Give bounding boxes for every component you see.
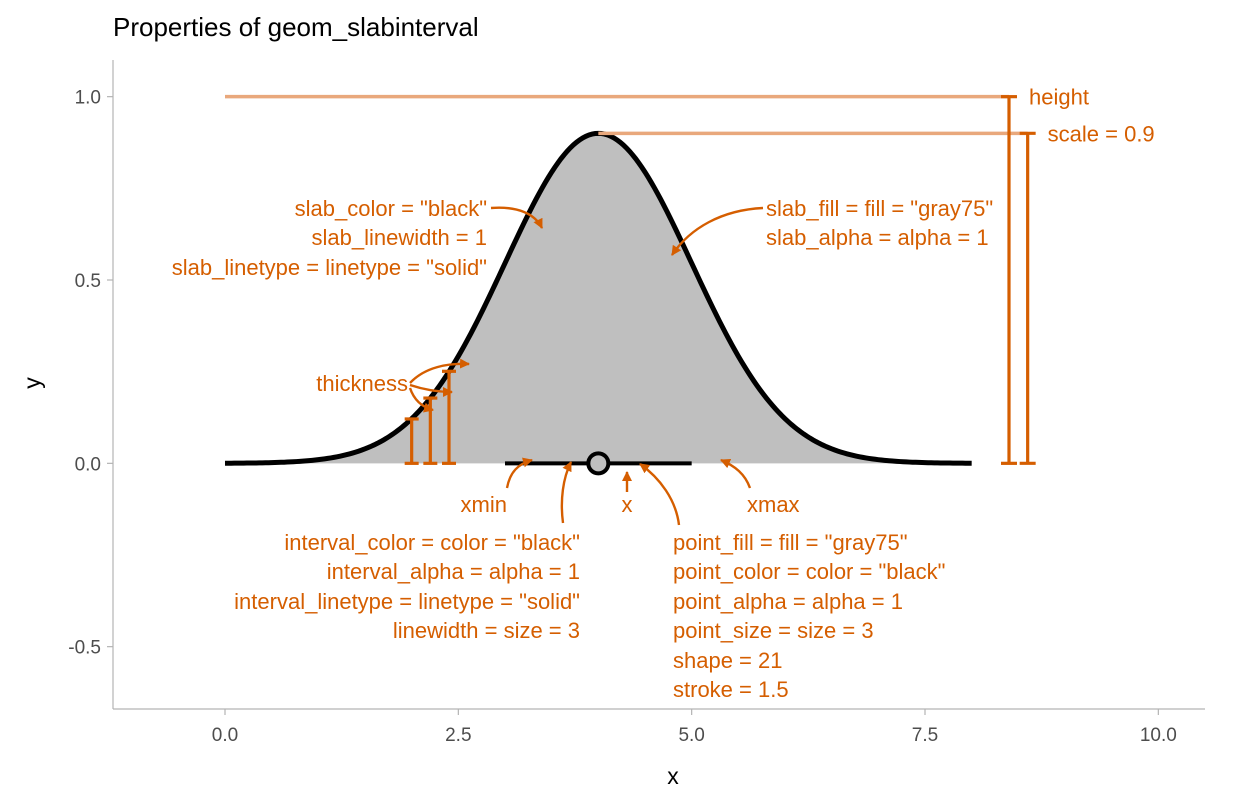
annotation-interval-alpha: interval_alpha = alpha = 1 (327, 559, 580, 584)
slab-outline (224, 130, 972, 466)
arrow-slab-color (490, 206, 544, 229)
annotation-xmax: xmax (747, 492, 800, 517)
arrow-point (639, 463, 681, 526)
annotation-linewidth: linewidth = size = 3 (393, 618, 580, 643)
annotation-scale: scale = 0.9 (1048, 121, 1155, 146)
thickness-bar (442, 369, 456, 465)
chart-title: Properties of geom_slabinterval (113, 12, 479, 42)
height-bracket (1001, 95, 1017, 465)
annotation-point-size: point_size = size = 3 (673, 618, 874, 643)
x-tick-label: 5.0 (678, 725, 704, 746)
annotation-slab-color: slab_color = "black" (295, 196, 487, 221)
x-tick-label: 0.0 (212, 725, 238, 746)
annotation-slab-linewidth: slab_linewidth = 1 (311, 225, 487, 250)
x-ticks: 0.0 2.5 5.0 7.5 10.0 (212, 709, 1177, 746)
annotation-interval-color: interval_color = color = "black" (284, 530, 580, 555)
arrow-thickness-3 (408, 387, 434, 413)
y-tick-label: 0.0 (75, 454, 101, 475)
annotation-thickness: thickness (316, 371, 408, 396)
annotation-slab-fill: slab_fill = fill = "gray75" (766, 196, 993, 221)
point-estimate (586, 451, 611, 476)
x-tick-label: 10.0 (1140, 725, 1177, 746)
annotation-slab-alpha: slab_alpha = alpha = 1 (766, 225, 989, 250)
annotation-interval-linetype: interval_linetype = linetype = "solid" (234, 589, 580, 614)
annotation-point-alpha: point_alpha = alpha = 1 (673, 589, 903, 614)
arrow-xmax (720, 458, 752, 489)
height-scale-brackets: height scale = 0.9 (1001, 85, 1155, 465)
arrow-thickness-2 (409, 383, 453, 397)
annotation-point-color: point_color = color = "black" (673, 559, 945, 584)
y-tick-label: 0.5 (75, 271, 101, 292)
arrow-xmin (505, 457, 533, 489)
arrow-slab-fill (671, 206, 764, 256)
annotation-stroke: stroke = 1.5 (673, 677, 789, 702)
y-tick-label: -0.5 (68, 638, 101, 659)
x-axis-title: x (667, 763, 679, 789)
thickness-bar (404, 417, 419, 465)
y-ticks: -0.5 0.0 0.5 1.0 (68, 88, 113, 659)
annotation-xmin: xmin (461, 492, 507, 517)
annotation-shape: shape = 21 (673, 648, 782, 673)
y-axis-title: y (19, 377, 45, 389)
annotation-x: x (622, 492, 633, 517)
slab-fill (225, 133, 972, 464)
annotation-arrows (408, 206, 764, 526)
x-tick-label: 2.5 (445, 725, 471, 746)
annotation-height: height (1029, 85, 1089, 110)
x-tick-label: 7.5 (912, 725, 938, 746)
arrow-interval (560, 461, 573, 524)
scale-bracket (1019, 131, 1036, 465)
annotation-slab-linetype: slab_linetype = linetype = "solid" (172, 255, 487, 280)
annotation-point-fill: point_fill = fill = "gray75" (673, 530, 908, 555)
arrow-thickness-1 (409, 358, 470, 384)
y-tick-label: 1.0 (75, 88, 101, 109)
